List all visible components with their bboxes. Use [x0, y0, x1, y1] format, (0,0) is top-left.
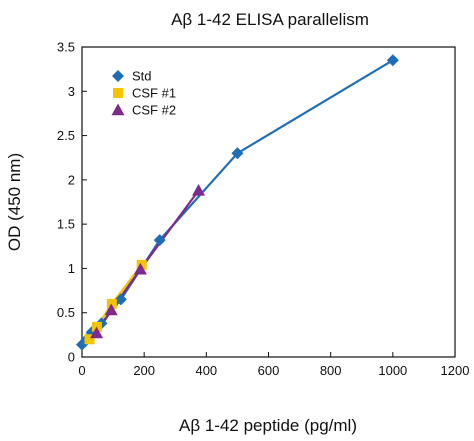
series-1-point-0 — [84, 334, 95, 345]
series-2-point-2 — [133, 262, 147, 275]
legend-label-2: CSF #2 — [132, 103, 176, 118]
y-tick-label-0: 0 — [68, 350, 75, 365]
series-1-point-2 — [106, 298, 117, 309]
y-tick-label-1: 0.5 — [57, 305, 75, 320]
x-tick-label-3: 600 — [258, 363, 280, 378]
series-0-point-6 — [231, 147, 244, 160]
x-tick-label-6: 1200 — [441, 363, 470, 378]
series-0-point-7 — [386, 54, 399, 67]
legend-marker-1 — [113, 88, 123, 98]
legend: Std CSF #1 CSF #2 — [111, 69, 176, 118]
plot-area: 0 200 400 600 800 1000 1200 0 0.5 1 1.5 2 2.5 3 3.5 St… — [57, 40, 470, 379]
series-lines — [81, 59, 394, 346]
series-0-point-4 — [114, 293, 127, 306]
chart-title: Aβ 1-42 ELISA parallelism — [171, 10, 369, 29]
series-line-0 — [81, 59, 394, 346]
series-2-point-0 — [90, 326, 104, 339]
y-tick-label-6: 3 — [68, 84, 75, 99]
x-axis-label: Aβ 1-42 peptide (pg/ml) — [179, 416, 357, 435]
legend-label-0: Std — [132, 69, 152, 84]
x-tick-label-1: 200 — [133, 363, 155, 378]
y-tick-label-4: 2 — [68, 172, 75, 187]
y-tick-label-3: 1.5 — [57, 217, 75, 232]
series-0-point-5 — [153, 234, 166, 247]
y-tick-label-5: 2.5 — [57, 128, 75, 143]
axis-ticks: 0 200 400 600 800 1000 1200 0 0.5 1 1.5 2 2.5 3 3.5 — [57, 40, 470, 379]
y-tick-label-2: 1 — [68, 261, 75, 276]
series-markers — [76, 54, 399, 351]
legend-marker-0 — [112, 70, 124, 82]
series-2-point-3 — [192, 183, 206, 196]
y-tick-label-7: 3.5 — [57, 40, 75, 55]
legend-label-1: CSF #1 — [132, 86, 176, 101]
x-tick-label-2: 400 — [195, 363, 217, 378]
series-2-point-1 — [104, 303, 118, 316]
x-tick-label-0: 0 — [78, 363, 85, 378]
series-1-point-1 — [91, 321, 102, 332]
x-tick-label-4: 800 — [320, 363, 342, 378]
series-1-point-3 — [136, 259, 147, 270]
legend-marker-2 — [111, 103, 125, 116]
x-tick-label-5: 1000 — [378, 363, 407, 378]
y-axis-label: OD (450 nm) — [5, 153, 24, 251]
